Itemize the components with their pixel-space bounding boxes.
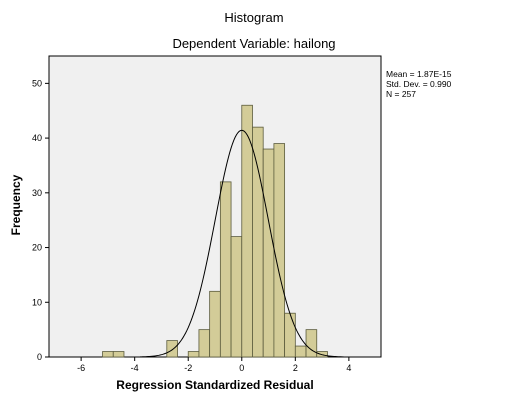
x-tick-label: -6 <box>77 363 85 373</box>
x-tick-label: -4 <box>131 363 139 373</box>
histogram-bar <box>294 345 307 358</box>
histogram-bar <box>209 290 221 358</box>
stat-mean: Mean = 1.87E-15 <box>386 69 452 79</box>
stat-std-dev: Std. Dev. = 0.990 <box>386 79 452 89</box>
histogram-bar <box>305 329 318 358</box>
y-tick-label: 10 <box>32 297 42 307</box>
bars-group <box>102 104 328 358</box>
y-axis-label: Frequency <box>9 174 23 235</box>
chart-title: Histogram <box>224 10 283 25</box>
histogram-bar <box>198 329 211 358</box>
x-tick-label: 0 <box>239 363 244 373</box>
histogram-bar <box>102 351 114 358</box>
y-tick-label: 40 <box>32 133 42 143</box>
y-tick-label: 50 <box>32 78 42 88</box>
histogram-bar <box>112 351 125 358</box>
normal-curve <box>140 129 344 358</box>
x-tick-label: 2 <box>293 363 298 373</box>
x-tick-label: -2 <box>184 363 192 373</box>
histogram-bar <box>166 340 178 358</box>
histogram-bar <box>252 126 264 358</box>
histogram-bar <box>284 312 296 358</box>
y-tick-label: 0 <box>37 352 42 362</box>
histogram-bar <box>230 236 243 358</box>
stats-box: Mean = 1.87E-15 Std. Dev. = 0.990 N = 25… <box>386 69 452 99</box>
x-axis-label: Regression Standardized Residual <box>116 378 313 392</box>
y-tick-label: 30 <box>32 188 42 198</box>
histogram-bar <box>219 181 232 358</box>
histogram-bar <box>187 351 200 358</box>
y-tick-label: 20 <box>32 243 42 253</box>
histogram-bar <box>273 143 286 358</box>
stat-n: N = 257 <box>386 89 416 99</box>
chart-subtitle: Dependent Variable: hailong <box>172 36 335 51</box>
histogram-bar <box>262 148 275 358</box>
x-tick-label: 4 <box>346 363 351 373</box>
